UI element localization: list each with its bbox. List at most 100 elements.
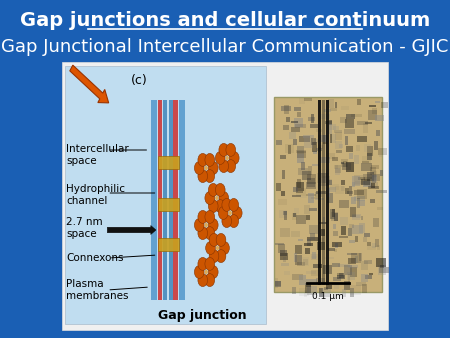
Bar <box>362 156 371 164</box>
Bar <box>296 150 306 153</box>
Bar <box>350 285 360 294</box>
Bar <box>275 278 279 288</box>
Bar <box>311 138 316 145</box>
Bar <box>311 114 314 123</box>
Bar <box>307 286 317 294</box>
Bar <box>151 110 157 300</box>
Bar <box>317 184 327 189</box>
Text: Intercellular
space: Intercellular space <box>66 144 129 166</box>
Bar <box>335 168 340 175</box>
Bar <box>355 190 364 195</box>
Bar <box>322 288 331 297</box>
Bar <box>373 175 377 183</box>
Bar <box>367 153 373 160</box>
Bar <box>370 199 375 203</box>
Bar <box>368 110 377 120</box>
Bar <box>294 118 303 127</box>
Bar <box>334 130 342 134</box>
Bar <box>350 207 356 217</box>
Bar <box>315 128 322 132</box>
Bar <box>333 277 341 281</box>
Bar <box>151 100 157 110</box>
Bar <box>338 264 350 267</box>
Bar <box>325 121 332 124</box>
Bar <box>318 135 329 142</box>
Bar <box>348 274 351 283</box>
Bar <box>332 263 340 267</box>
Bar <box>324 135 328 144</box>
Bar <box>173 100 178 110</box>
Bar <box>285 144 294 153</box>
Text: 0.1 μm: 0.1 μm <box>312 292 344 301</box>
Bar <box>349 186 352 196</box>
Circle shape <box>206 242 216 255</box>
Bar <box>332 242 342 247</box>
Bar <box>351 197 356 204</box>
Bar <box>321 114 330 120</box>
Bar <box>320 157 330 163</box>
Bar <box>306 194 316 196</box>
Bar <box>333 224 336 229</box>
Circle shape <box>216 151 225 165</box>
Bar <box>315 198 324 200</box>
Bar <box>330 210 335 219</box>
Circle shape <box>216 246 219 250</box>
Bar <box>326 188 330 197</box>
Circle shape <box>209 234 219 246</box>
Bar <box>65 66 266 324</box>
Bar <box>296 191 303 193</box>
Bar <box>381 102 387 108</box>
Bar <box>337 275 345 279</box>
Bar <box>326 100 329 285</box>
Bar <box>317 238 324 243</box>
Bar <box>321 173 329 178</box>
Bar <box>328 99 334 108</box>
Bar <box>356 145 360 151</box>
Bar <box>335 165 341 173</box>
Bar <box>158 198 179 211</box>
Bar <box>359 223 365 233</box>
Bar <box>359 200 365 206</box>
Bar <box>370 167 376 175</box>
Bar <box>360 179 370 185</box>
Bar <box>319 288 323 297</box>
FancyArrow shape <box>107 225 156 235</box>
Bar <box>303 259 308 265</box>
Bar <box>169 100 172 110</box>
Bar <box>375 101 380 103</box>
Bar <box>294 208 299 214</box>
Bar <box>364 144 371 152</box>
Bar <box>371 170 376 177</box>
Bar <box>329 124 336 130</box>
Bar <box>330 184 339 190</box>
Circle shape <box>198 258 207 270</box>
Circle shape <box>205 170 215 183</box>
Circle shape <box>219 143 229 156</box>
Bar <box>297 262 305 266</box>
Bar <box>347 191 352 194</box>
Text: (Gap Junctional Intercellular Communication - GJIC): (Gap Junctional Intercellular Communicat… <box>0 38 450 56</box>
Bar <box>374 141 378 150</box>
Bar <box>309 208 317 211</box>
Bar <box>279 244 285 253</box>
Bar <box>309 225 318 234</box>
Bar <box>295 123 306 128</box>
Bar <box>327 153 335 160</box>
Bar <box>364 233 370 237</box>
Bar <box>334 249 337 252</box>
Bar <box>369 273 373 275</box>
Bar <box>316 278 325 284</box>
Bar <box>305 248 310 254</box>
Bar <box>361 273 368 282</box>
Bar <box>324 109 331 112</box>
Bar <box>351 176 360 186</box>
Bar <box>319 178 328 186</box>
Bar <box>339 144 343 148</box>
Bar <box>173 110 178 300</box>
Circle shape <box>229 215 239 227</box>
Circle shape <box>205 192 215 204</box>
Circle shape <box>219 192 229 204</box>
Bar <box>158 156 179 169</box>
Bar <box>369 182 378 188</box>
Circle shape <box>205 153 215 166</box>
